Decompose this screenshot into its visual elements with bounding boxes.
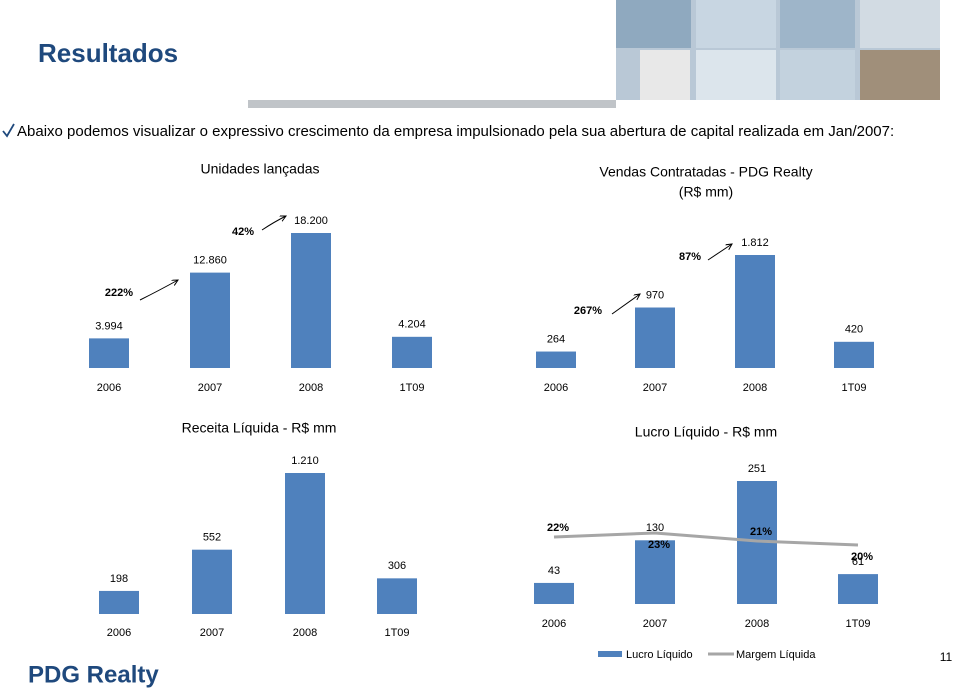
data-label: 420 (845, 324, 863, 336)
data-label: 20% (851, 551, 873, 563)
photo-strip (616, 0, 940, 100)
margin-line (553, 531, 859, 547)
intro-text: Abaixo podemos visualizar o expressivo c… (17, 123, 894, 140)
x-tick-label: 2008 (743, 382, 767, 394)
data-label: 22% (547, 522, 569, 534)
x-tick-label: 2006 (107, 627, 131, 639)
data-label: 21% (750, 526, 772, 538)
data-label: 3.994 (95, 320, 123, 332)
data-label: 264 (547, 333, 565, 345)
bar (377, 578, 417, 614)
x-tick-label: 2007 (643, 382, 667, 394)
bar (291, 233, 331, 368)
data-label: 4.204 (398, 319, 426, 331)
growth-label: 42% (232, 226, 254, 238)
bar (635, 540, 675, 604)
data-label: 552 (203, 532, 221, 544)
bar (392, 336, 432, 368)
data-label: 43 (548, 565, 560, 577)
data-label: 12.860 (193, 255, 227, 267)
bar (834, 341, 874, 368)
logo: PDG Realty (28, 661, 159, 688)
x-tick-label: 2006 (97, 382, 121, 394)
x-tick-label: 1T09 (384, 627, 409, 639)
data-label: 306 (388, 560, 406, 572)
header-bar (248, 100, 616, 108)
x-tick-label: 1T09 (845, 618, 870, 630)
chart-title: Lucro Líquido - R$ mm (635, 424, 777, 440)
x-tick-label: 1T09 (399, 382, 424, 394)
x-tick-label: 2006 (544, 382, 568, 394)
x-tick-label: 2008 (293, 627, 317, 639)
growth-arrows (139, 216, 732, 315)
chart-title: Unidades lançadas (200, 161, 319, 177)
data-label: 1.210 (291, 455, 319, 467)
x-tick-label: 2008 (745, 618, 769, 630)
chart-subtitle: (R$ mm) (679, 184, 733, 200)
x-tick-label: 2007 (198, 382, 222, 394)
x-tick-label: 2007 (643, 618, 667, 630)
x-tick-label: 1T09 (841, 382, 866, 394)
bar (534, 582, 574, 604)
growth-label: 267% (574, 305, 602, 317)
bar (838, 574, 878, 604)
data-label: 970 (646, 289, 664, 301)
data-label: 251 (748, 463, 766, 475)
bar (735, 255, 775, 368)
bar (89, 338, 129, 368)
bar (190, 272, 230, 368)
data-label: 198 (110, 573, 128, 585)
data-label: 61 (852, 556, 864, 568)
legend-label: Lucro Líquido (626, 649, 693, 661)
chart-title: Receita Líquida - R$ mm (182, 420, 337, 436)
legend-swatch (598, 651, 622, 657)
bar (635, 307, 675, 368)
x-tick-label: 2008 (299, 382, 323, 394)
chart-title: Vendas Contratadas - PDG Realty (599, 164, 812, 180)
bar (536, 351, 576, 368)
data-label: 130 (646, 522, 664, 534)
slide-title: Resultados (38, 38, 178, 68)
data-label: 23% (648, 539, 670, 551)
page-number: 11 (940, 650, 953, 664)
check-icon (2, 123, 15, 138)
x-tick-label: 2006 (542, 618, 566, 630)
data-label: 18.200 (294, 215, 328, 227)
x-tick-label: 2007 (200, 627, 224, 639)
legend-label: Margem Líquida (736, 649, 816, 661)
data-label: 1.812 (741, 237, 769, 249)
growth-label: 87% (679, 251, 701, 263)
bar (99, 590, 139, 614)
growth-label: 222% (105, 287, 133, 299)
bar (192, 549, 232, 614)
bar (285, 473, 325, 614)
